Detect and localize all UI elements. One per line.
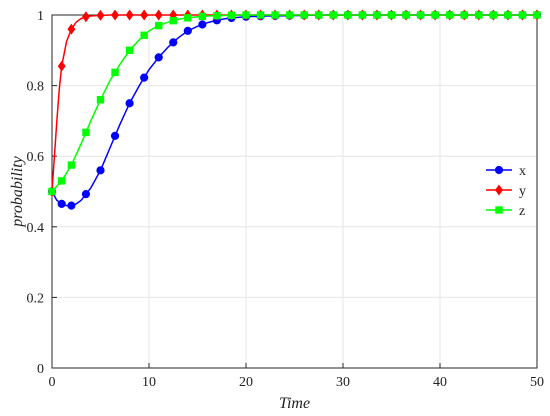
series-z-point: [344, 11, 352, 19]
series-z-point: [242, 11, 250, 19]
series-x-point: [169, 38, 178, 47]
series-z-point: [140, 31, 148, 39]
y-tick-label: 0: [37, 362, 44, 377]
series-layer: [47, 9, 542, 210]
legend-marker: [495, 184, 503, 196]
series-z-point: [402, 11, 410, 19]
series-z-point: [446, 11, 454, 19]
series-z-point: [184, 14, 192, 22]
series-x-point: [96, 166, 105, 175]
series-z-point: [271, 11, 279, 19]
y-tick-label: 0.2: [27, 291, 45, 306]
series-z-point: [358, 11, 367, 19]
y-axis-ticks: 0 0.2 0.4 0.6 0.8 1: [27, 9, 57, 377]
series-z-point: [533, 11, 541, 19]
x-axis-title: Time: [279, 395, 310, 412]
x-tick-label: 30: [336, 375, 350, 390]
legend-item-y: y: [486, 184, 526, 199]
series-z-point: [96, 96, 105, 104]
grid-lines: [52, 15, 537, 368]
series-z-point: [475, 11, 483, 19]
series-z-point: [285, 11, 294, 19]
series-z-point: [300, 11, 308, 19]
series-y-point: [82, 11, 90, 23]
series-z-point: [155, 21, 163, 30]
series-z: [48, 11, 541, 196]
series-z-point: [67, 161, 76, 169]
series-z-point: [518, 11, 527, 19]
series-y-point: [67, 23, 76, 35]
series-z-point: [125, 46, 134, 54]
series-z-point: [256, 11, 265, 19]
legend-label: z: [519, 204, 525, 219]
x-tick-label: 10: [142, 375, 156, 390]
series-z-point: [460, 11, 468, 19]
series-z-point: [198, 12, 207, 21]
y-tick-label: 0.8: [27, 80, 45, 95]
series-z-line: [51, 14, 537, 193]
series-z-point: [315, 11, 323, 19]
x-tick-label: 40: [433, 375, 447, 390]
x-axis-ticks: 0 10 20 30 40 50: [49, 363, 544, 390]
y-axis-title: probability: [9, 155, 26, 227]
y-tick-label: 0.6: [27, 150, 45, 165]
series-z-point: [48, 187, 56, 196]
series-x-point: [110, 131, 120, 141]
legend-label: y: [519, 184, 526, 199]
y-tick-label: 1: [37, 9, 44, 24]
series-y-point: [111, 9, 119, 21]
series-x-point: [57, 199, 66, 208]
legend-item-z: z: [486, 204, 525, 219]
x-tick-label: 20: [239, 375, 253, 390]
series-z-point: [373, 11, 381, 19]
series-z-point: [169, 16, 177, 25]
series-x-point: [183, 26, 192, 35]
series-z-point: [82, 128, 90, 137]
legend: xyz: [486, 164, 526, 219]
series-z-point: [431, 11, 439, 19]
legend-label: x: [519, 164, 526, 179]
series-y-point: [140, 9, 149, 21]
series-x-point: [67, 201, 76, 210]
legend-marker: [494, 165, 504, 175]
series-x-point: [81, 190, 91, 199]
series-x-point: [140, 73, 149, 82]
series-z-point: [227, 11, 236, 19]
y-tick-label: 0.4: [27, 221, 45, 236]
series-y-point: [96, 9, 105, 21]
x-tick-label: 0: [49, 375, 56, 390]
x-tick-label: 50: [530, 375, 544, 390]
series-y-point: [125, 9, 134, 21]
series-x-point: [125, 99, 134, 108]
series-z-point: [387, 11, 396, 19]
series-z-point: [489, 11, 498, 19]
series-z-point: [416, 11, 425, 19]
series-z-point: [58, 177, 66, 185]
series-z-point: [329, 11, 338, 19]
series-y-point: [154, 9, 163, 21]
series-x-point: [154, 53, 163, 62]
series-x-point: [198, 20, 207, 29]
legend-marker: [495, 206, 503, 214]
series-z-point: [213, 12, 221, 20]
series-z-point: [111, 68, 119, 77]
series-z-point: [504, 11, 512, 19]
legend-item-x: x: [486, 164, 526, 179]
series-y-point: [57, 60, 66, 72]
